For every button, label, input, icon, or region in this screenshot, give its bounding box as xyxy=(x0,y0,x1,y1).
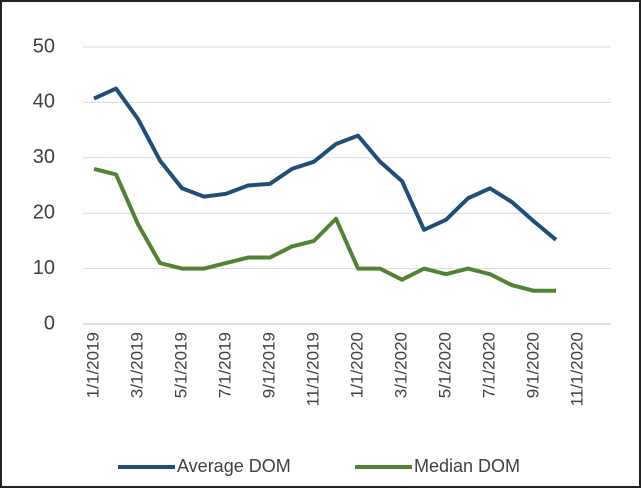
series-line xyxy=(93,166,556,293)
x-tick-label: 5/1/2020 xyxy=(435,332,454,398)
x-tick-label: 9/1/2019 xyxy=(259,332,278,398)
x-tick-label: 1/1/2020 xyxy=(347,332,366,398)
x-tick-label: 11/1/2020 xyxy=(567,332,586,406)
x-tick-label: 5/1/2019 xyxy=(171,332,190,398)
series-line xyxy=(93,86,558,242)
y-tick-label: 30 xyxy=(33,146,55,168)
x-tick-label: 11/1/2019 xyxy=(303,332,322,406)
x-tick-label: 3/1/2020 xyxy=(391,332,410,398)
y-tick-label: 0 xyxy=(44,312,55,334)
x-tick-label: 9/1/2020 xyxy=(523,332,542,398)
x-tick-label: 7/1/2019 xyxy=(215,332,234,398)
x-tick-label: 7/1/2020 xyxy=(479,332,498,398)
y-tick-label: 40 xyxy=(33,91,55,113)
y-tick-label: 50 xyxy=(33,35,55,57)
y-tick-label: 20 xyxy=(33,201,55,223)
legend-label: Average DOM xyxy=(177,456,291,476)
legend-label: Median DOM xyxy=(414,456,520,476)
y-tick-label: 10 xyxy=(33,257,55,279)
x-tick-label: 3/1/2019 xyxy=(127,332,146,398)
x-tick-label: 1/1/2019 xyxy=(83,332,102,398)
